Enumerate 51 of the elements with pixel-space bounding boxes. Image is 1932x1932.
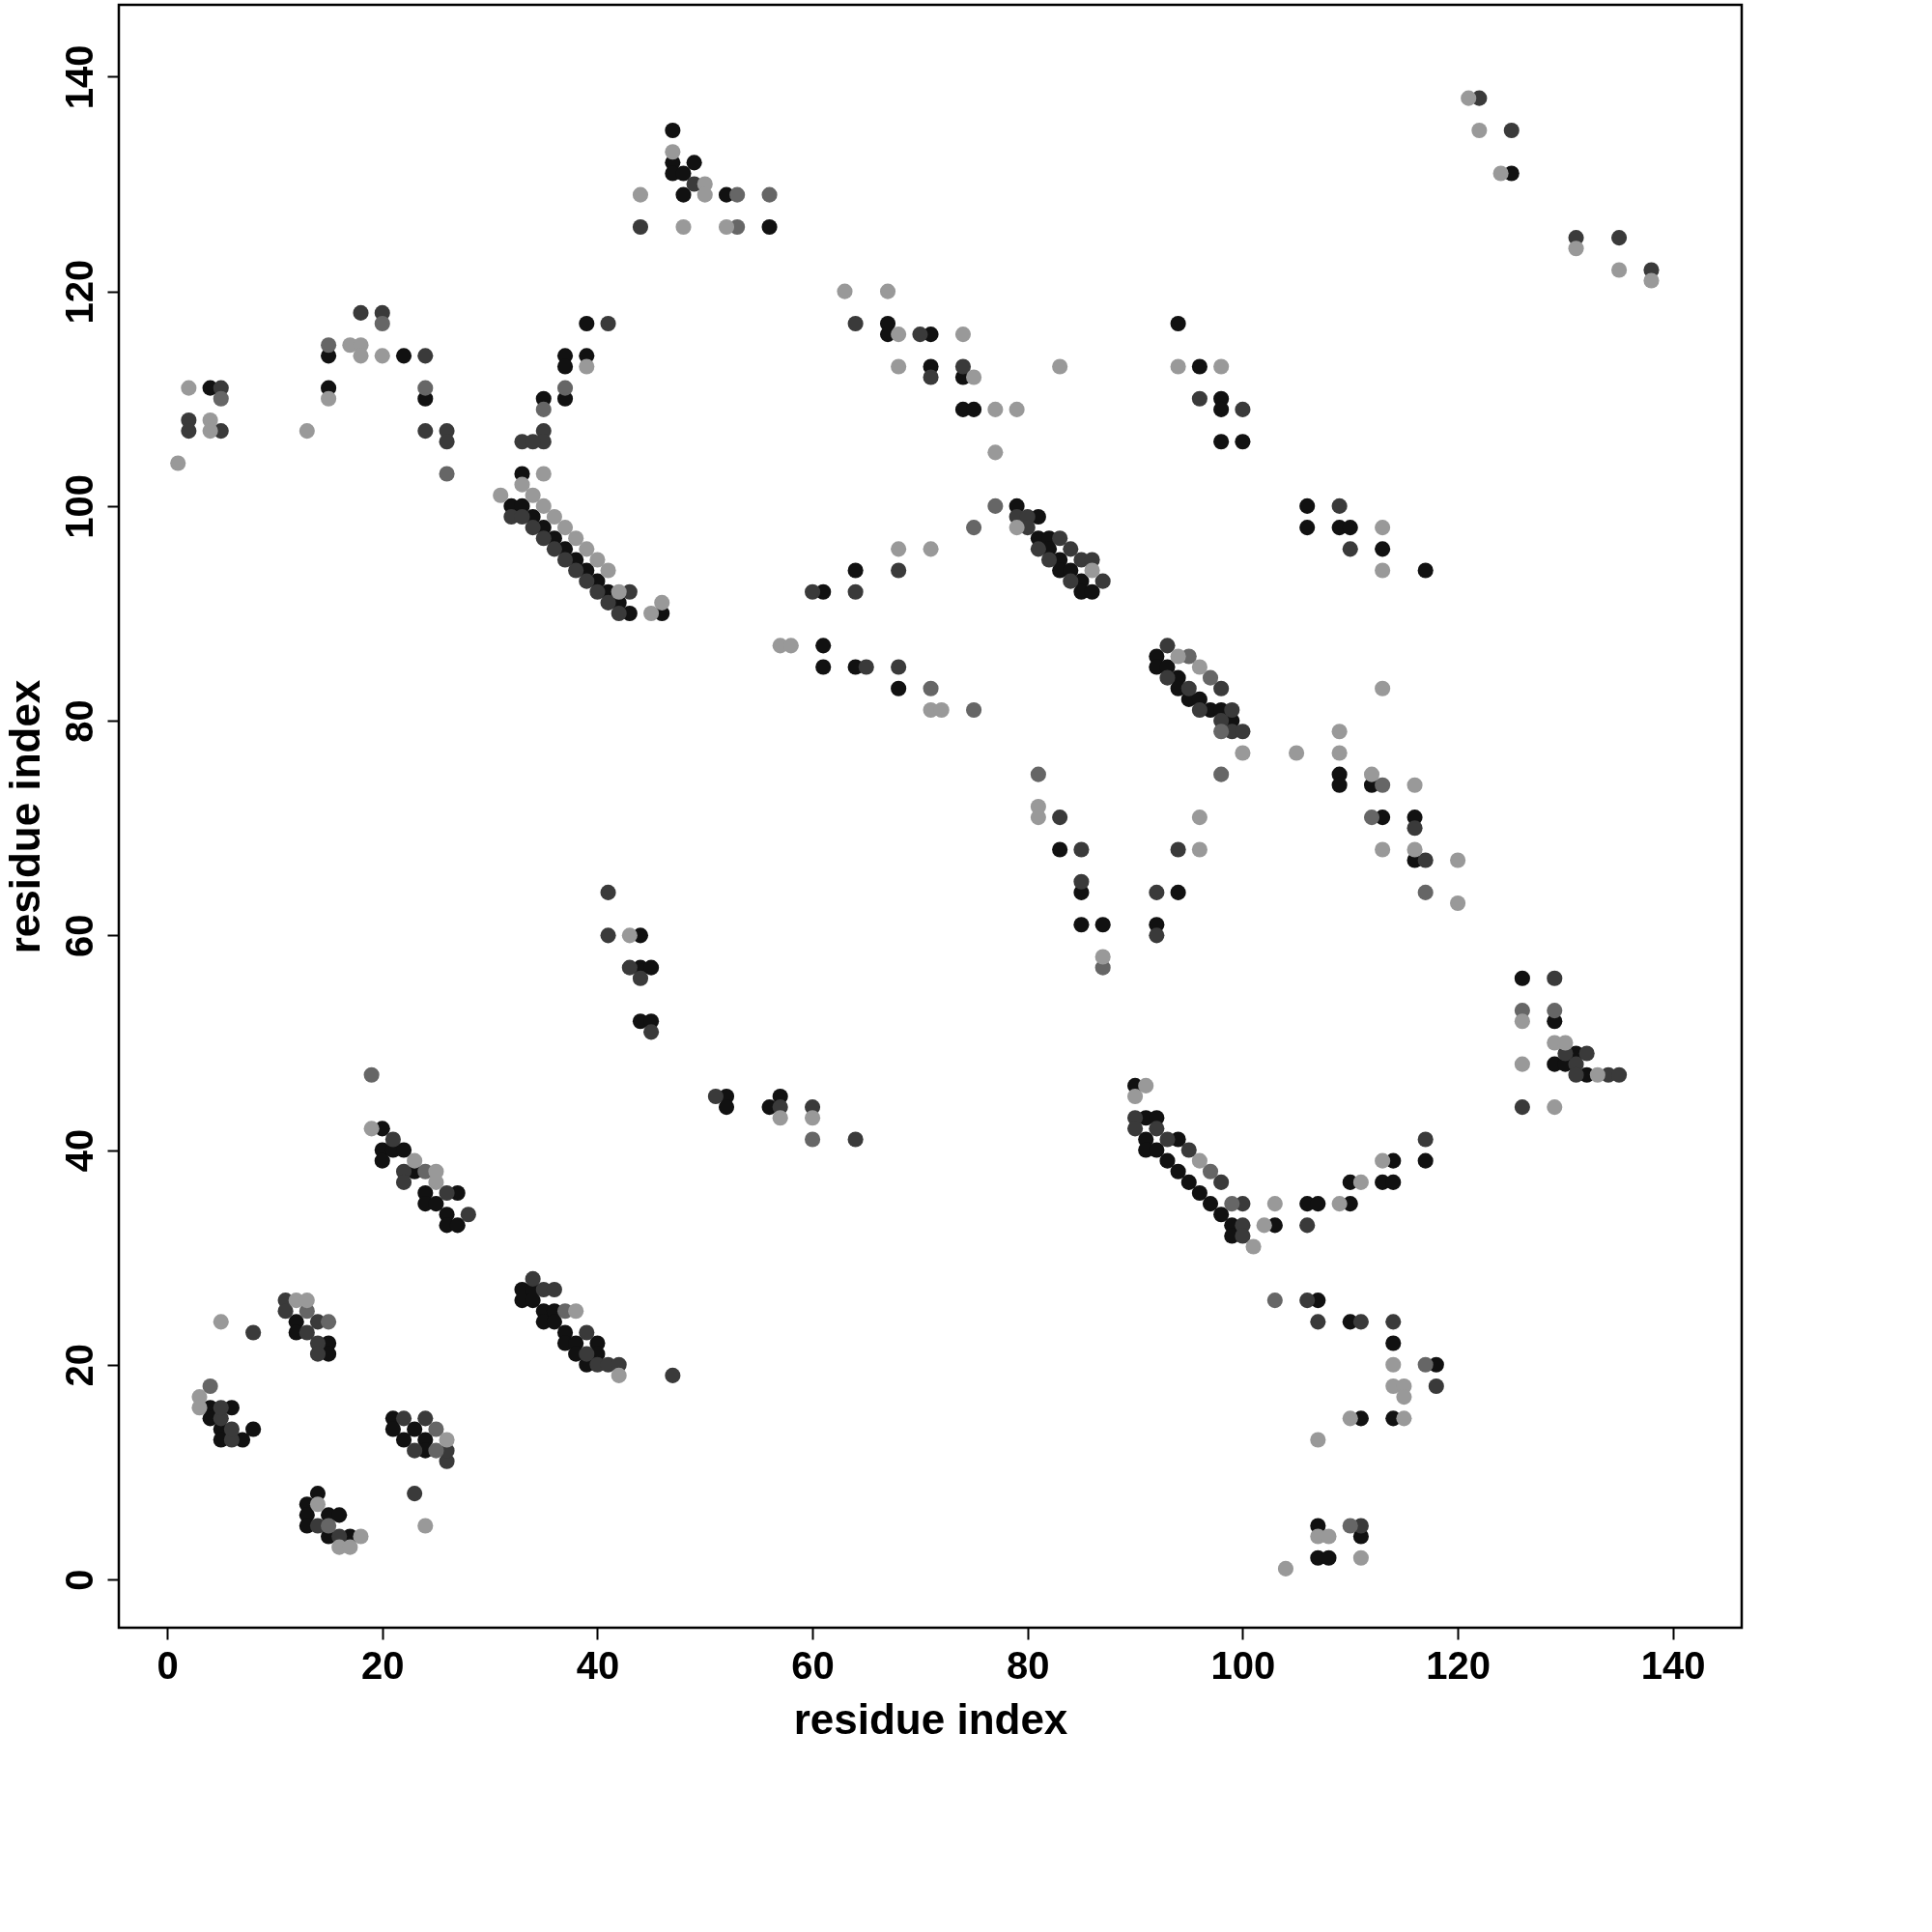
y-tick-label: 100 — [57, 474, 100, 539]
point — [417, 380, 434, 396]
point — [1224, 1196, 1240, 1212]
y-tick-label: 20 — [57, 1344, 100, 1387]
x-tick-label: 80 — [1007, 1643, 1050, 1687]
point — [321, 337, 337, 354]
point — [1417, 884, 1434, 900]
y-tick-label: 60 — [57, 914, 100, 958]
point — [1342, 1518, 1358, 1534]
point — [535, 401, 552, 417]
point — [1030, 766, 1046, 782]
point — [321, 1314, 337, 1330]
x-tick-label: 40 — [576, 1643, 620, 1687]
x-tick-label: 0 — [156, 1643, 179, 1687]
point — [1202, 1163, 1219, 1179]
point — [1417, 1356, 1434, 1373]
point — [987, 497, 1004, 514]
point — [966, 701, 982, 719]
point — [213, 390, 229, 407]
point — [966, 520, 982, 536]
point — [761, 186, 778, 203]
x-tick-label: 120 — [1426, 1643, 1491, 1687]
point — [428, 1421, 444, 1437]
x-tick-label: 140 — [1640, 1643, 1706, 1687]
point — [202, 1378, 218, 1395]
point — [923, 680, 939, 696]
point — [1202, 669, 1219, 686]
y-tick-label: 80 — [57, 699, 100, 743]
x-axis-title: residue index — [793, 1694, 1068, 1743]
point — [1547, 1003, 1563, 1019]
y-tick-label: 120 — [57, 259, 100, 325]
point — [321, 1518, 337, 1534]
y-tick-label: 0 — [57, 1569, 100, 1591]
y-axis-title: residue index — [0, 679, 48, 954]
point — [1363, 810, 1380, 826]
point — [1213, 766, 1230, 782]
x-tick-label: 100 — [1210, 1643, 1276, 1687]
point — [1266, 1293, 1283, 1309]
point — [729, 186, 746, 203]
y-tick-label: 40 — [57, 1128, 100, 1173]
x-tick-label: 60 — [791, 1643, 835, 1687]
y-tick-label: 140 — [57, 44, 100, 110]
point — [1375, 777, 1391, 793]
point — [439, 466, 455, 482]
point — [428, 1442, 444, 1459]
point — [363, 1066, 380, 1083]
point — [1213, 724, 1230, 740]
point — [556, 380, 574, 396]
x-tick-label: 20 — [361, 1643, 405, 1687]
point — [374, 315, 390, 332]
point — [805, 1131, 821, 1148]
